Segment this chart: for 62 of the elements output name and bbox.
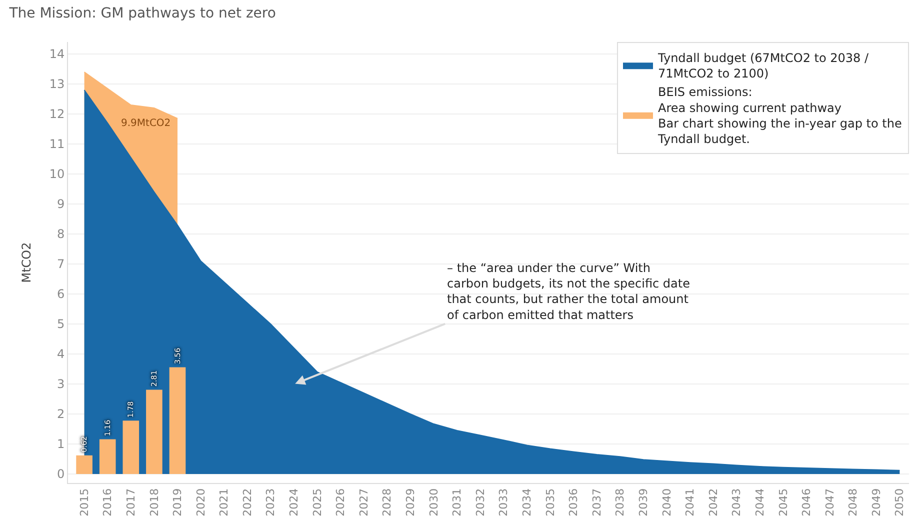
x-tick-label: 2018 xyxy=(148,488,161,516)
x-tick-label: 2019 xyxy=(171,488,184,516)
x-tick-label: 2048 xyxy=(846,488,860,516)
bar xyxy=(169,367,186,474)
x-tick-label: 2037 xyxy=(590,488,604,516)
x-tick-label: 2039 xyxy=(636,488,650,516)
x-tick-label: 2021 xyxy=(218,488,231,516)
x-tick-label: 2044 xyxy=(753,488,766,516)
y-tick-label: 6 xyxy=(56,287,65,302)
y-tick-label: 14 xyxy=(49,47,65,62)
y-tick-label: 2 xyxy=(56,407,65,422)
y-tick-label: 0 xyxy=(56,467,65,482)
bar xyxy=(76,455,92,474)
x-tick-label: 2026 xyxy=(334,488,348,516)
x-tick-label: 2022 xyxy=(240,488,254,516)
y-tick-label: 10 xyxy=(49,167,65,182)
x-tick-label: 2028 xyxy=(380,488,394,516)
x-tick-label: 2030 xyxy=(427,488,440,516)
x-tick-label: 2035 xyxy=(544,488,557,516)
x-tick-label: 2020 xyxy=(194,488,208,516)
x-tick-label: 2029 xyxy=(404,488,418,516)
y-axis-title: MtCO2 xyxy=(20,242,34,283)
y-tick-label: 4 xyxy=(56,347,65,362)
y-tick-label: 5 xyxy=(56,317,65,332)
y-tick-label: 13 xyxy=(49,77,65,92)
x-tick-label: 2024 xyxy=(288,488,301,516)
x-tick-label: 2046 xyxy=(800,488,814,516)
x-tick-label: 2016 xyxy=(101,488,114,516)
chart-title: The Mission: GM pathways to net zero xyxy=(8,6,276,22)
x-tick-label: 2034 xyxy=(520,488,534,516)
x-tick-label: 2050 xyxy=(893,488,906,516)
x-tick-label: 2032 xyxy=(474,488,487,516)
annotation: – the “area under the curve” With carbon budgets, its not the specific date that counts, but rather the total amount of carbon emitted that matters xyxy=(447,261,690,322)
bar xyxy=(122,420,140,474)
legend-label: Tyndall budget (67MtCO2 to 2038 / 71MtCO2 to 2100) xyxy=(657,50,870,81)
x-tick-label: 2041 xyxy=(684,488,697,516)
x-tick-label: 2025 xyxy=(310,488,324,516)
y-tick-label: 12 xyxy=(49,107,65,122)
y-tick-label: 3 xyxy=(56,377,65,392)
x-tick-label: 2033 xyxy=(497,488,510,516)
x-tick-label: 2049 xyxy=(870,488,883,516)
y-tick-label: 9 xyxy=(56,197,65,212)
x-tick-label: 2017 xyxy=(124,488,138,516)
y-tick-label: 11 xyxy=(49,137,65,152)
x-tick-label: 2031 xyxy=(450,488,464,516)
x-tick-label: 2040 xyxy=(660,488,674,516)
x-tick-label: 2045 xyxy=(776,488,790,516)
bar xyxy=(99,439,116,474)
x-tick-label: 2023 xyxy=(264,488,278,516)
x-tick-label: 2015 xyxy=(78,488,91,516)
x-tick-label: 2047 xyxy=(823,488,836,516)
y-tick-label: 7 xyxy=(56,257,65,272)
y-tick-label: 8 xyxy=(56,227,65,242)
x-tick-label: 2038 xyxy=(614,488,627,516)
x-tick-label: 2042 xyxy=(706,488,720,516)
y-tick-label: 1 xyxy=(56,437,65,452)
x-tick-label: 2043 xyxy=(730,488,744,516)
legend-label: BEIS emissions: Area showing current pathway Bar chart showing the in-year gap to the Tyndall budget. xyxy=(657,85,902,146)
bar xyxy=(146,390,162,474)
annotation: 9.9MtCO2 xyxy=(121,118,171,129)
x-tick-label: 2027 xyxy=(357,488,370,516)
x-tick-label: 2036 xyxy=(567,488,580,516)
